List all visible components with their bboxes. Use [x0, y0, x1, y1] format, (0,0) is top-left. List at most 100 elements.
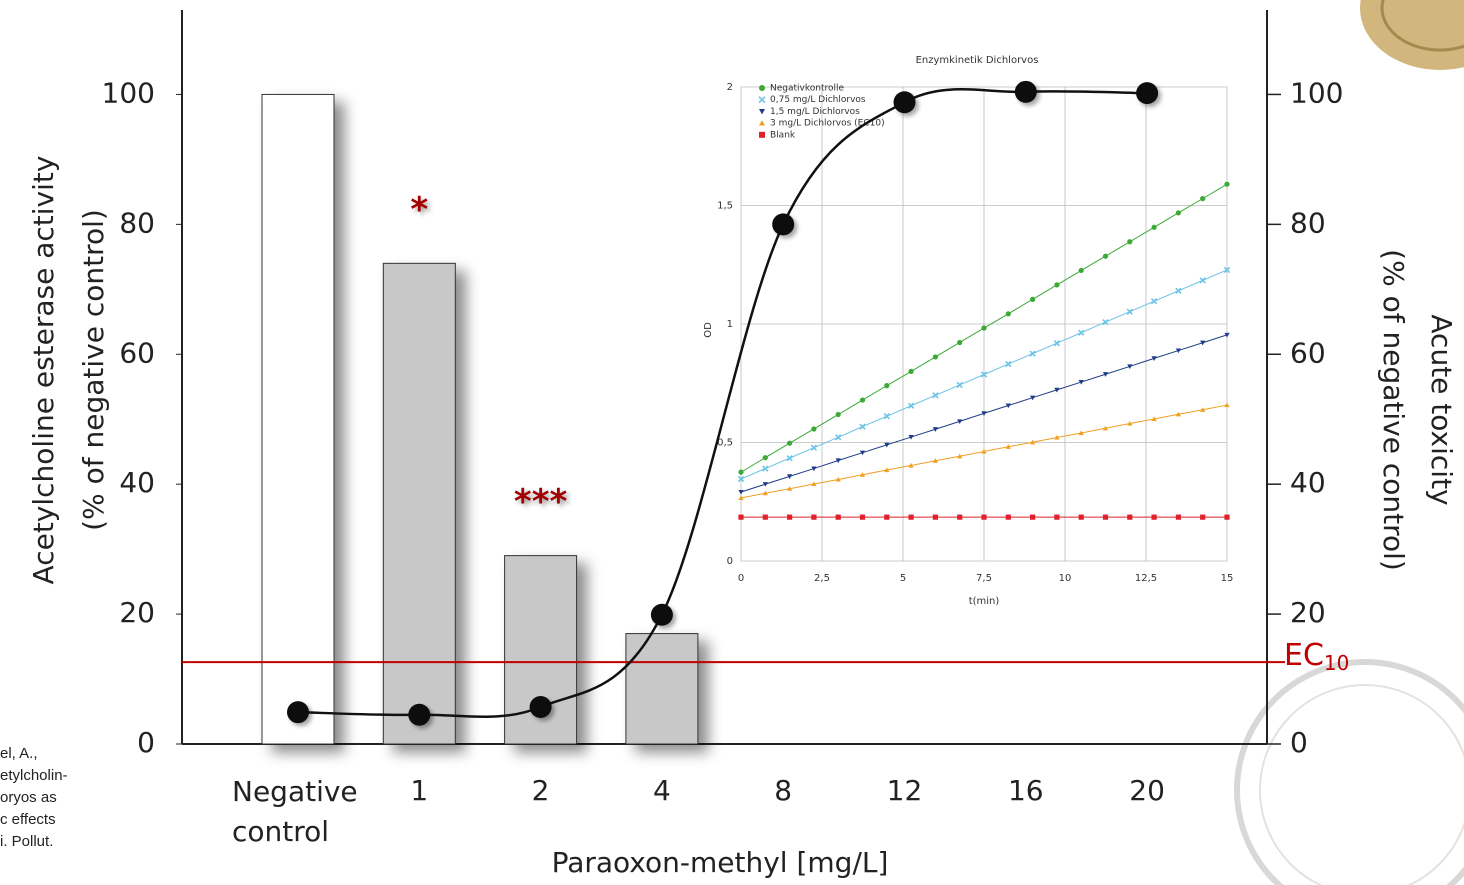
x-tick-label: 2,5 — [814, 573, 830, 584]
toxicity-point — [1136, 82, 1159, 105]
y2-tick-label: 100 — [1290, 76, 1343, 109]
decoration — [1234, 659, 1464, 885]
data-point — [859, 514, 866, 520]
data-point — [762, 514, 768, 520]
reference-label-main: EC — [1284, 638, 1324, 673]
data-point — [1127, 514, 1133, 520]
citation-text: el, A., — [0, 745, 38, 762]
data-point — [1200, 407, 1206, 412]
data-point — [787, 440, 793, 446]
x-tick-label: 8 — [774, 774, 792, 807]
data-point — [1030, 439, 1036, 445]
data-point — [738, 514, 744, 520]
data-point — [1151, 416, 1157, 422]
x-axis-title: t(min) — [969, 596, 1000, 607]
data-point — [883, 413, 890, 420]
data-point — [908, 514, 914, 520]
significance-label: *** — [514, 482, 568, 522]
x-tick-label: 20 — [1129, 774, 1165, 807]
legend-marker — [759, 120, 765, 126]
x-tick-label-box: Negative control — [232, 775, 358, 848]
y-tick-label: 40 — [119, 466, 155, 499]
y-tick-label: 60 — [119, 336, 155, 369]
data-point — [1054, 282, 1060, 288]
data-point — [1175, 287, 1182, 294]
data-point — [787, 486, 793, 491]
toxicity-point — [408, 703, 431, 726]
data-point — [1224, 514, 1230, 520]
data-point — [1200, 340, 1206, 346]
data-point — [1102, 514, 1109, 520]
data-point — [1054, 514, 1060, 520]
data-point — [1175, 514, 1181, 520]
toxicity-line — [297, 88, 1148, 719]
data-point — [1030, 514, 1036, 520]
data-point — [884, 442, 890, 448]
data-point — [859, 472, 866, 477]
data-point — [957, 514, 963, 520]
data-point — [1102, 318, 1109, 326]
data-point — [1005, 311, 1011, 317]
data-point — [884, 383, 890, 389]
data-point — [762, 490, 768, 496]
toxicity-point — [529, 695, 552, 718]
data-point — [1175, 210, 1181, 216]
y-tick-label: 2 — [727, 82, 733, 93]
citation-text: oryos as — [0, 789, 57, 806]
data-point — [1078, 430, 1084, 436]
data-point — [1127, 420, 1133, 426]
x-tick-label: 0 — [738, 573, 744, 584]
data-point — [811, 426, 817, 432]
legend-marker — [758, 96, 766, 104]
data-point — [1078, 267, 1084, 274]
data-point — [908, 368, 914, 374]
y2-tick-label: 60 — [1290, 336, 1326, 369]
data-point — [1150, 298, 1158, 305]
data-point — [907, 402, 915, 409]
data-point — [787, 514, 793, 520]
x-tick-label: 4 — [653, 774, 671, 807]
data-point — [835, 434, 842, 441]
legend-marker — [759, 109, 765, 115]
data-point — [1175, 348, 1181, 354]
data-point — [1200, 196, 1206, 202]
x-tick-label: 10 — [1059, 573, 1072, 584]
data-point — [835, 411, 841, 418]
data-point — [762, 482, 768, 487]
decoration — [1380, 0, 1464, 52]
data-point — [1151, 514, 1157, 520]
y-tick-label: 80 — [119, 206, 155, 239]
data-point — [786, 454, 793, 462]
data-point — [884, 467, 890, 473]
data-point — [1199, 277, 1206, 284]
bar — [261, 93, 335, 745]
y-axis-title: (% of negative control) — [77, 209, 110, 531]
data-point — [1224, 181, 1230, 187]
y2-tick-label: 20 — [1290, 596, 1326, 629]
y-tick-label: 20 — [119, 596, 155, 629]
data-point — [980, 371, 988, 378]
data-point — [835, 458, 841, 464]
toxicity-point — [893, 91, 916, 114]
main-chart: el, A., etylcholin-oryos as c effects i. Po… — [0, 10, 1281, 879]
data-point — [1127, 239, 1133, 245]
y-tick-label: 1,5 — [717, 201, 733, 212]
bar — [382, 262, 456, 745]
data-point — [1175, 411, 1181, 417]
data-point — [1005, 514, 1011, 520]
y-tick-label: 0 — [137, 726, 155, 759]
y-tick-label: 100 — [102, 76, 155, 109]
inset-title: Enzymkinetik Dichlorvos — [916, 55, 1039, 66]
data-point — [1005, 403, 1011, 409]
data-point — [810, 444, 818, 451]
y-tick-label: 1 — [727, 319, 733, 330]
inset-panel — [705, 45, 1245, 615]
data-point — [787, 474, 793, 479]
data-point — [1224, 402, 1230, 408]
data-point — [932, 514, 938, 520]
data-point — [1030, 395, 1036, 401]
